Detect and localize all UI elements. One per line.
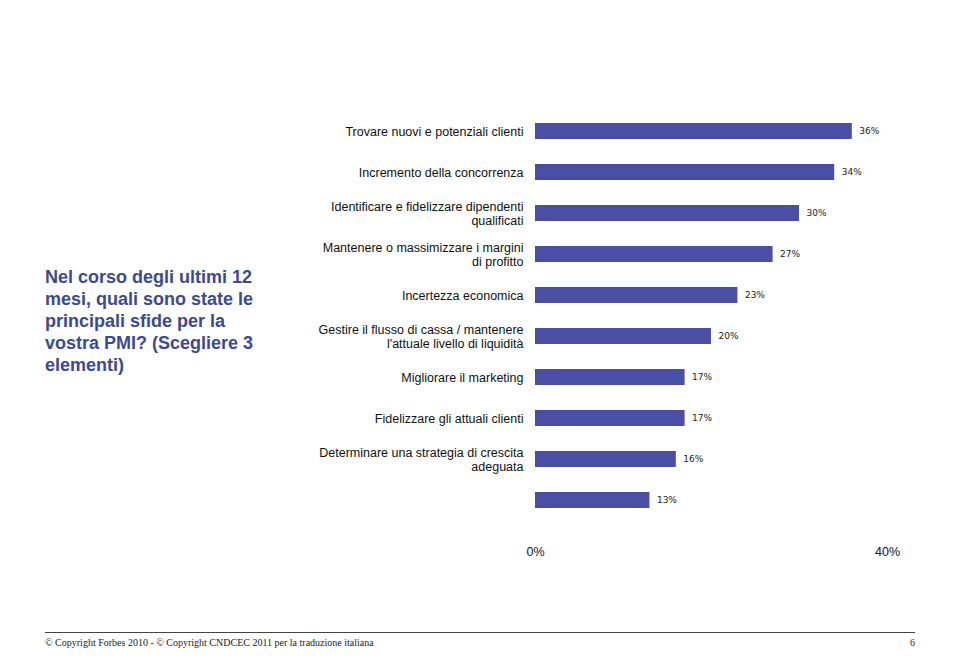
html-text:© Copyright Forbes 2010 - © Co: © Copyright Forbes 2010 - © Copyright CN…	[45, 637, 374, 648]
svg-text:0%: 0%	[526, 545, 544, 559]
svg-text:20%: 20%	[719, 331, 739, 341]
svg-text:36%: 36%	[859, 126, 879, 136]
svg-text:27%: 27%	[780, 249, 800, 259]
svg-text:Trovare nuovi e potenziali cli: Trovare nuovi e potenziali clienti	[345, 125, 523, 139]
html-text:6: 6	[910, 637, 915, 648]
svg-text:16%: 16%	[683, 454, 703, 464]
svg-text:Fidelizzare gli attuali client: Fidelizzare gli attuali clienti	[375, 412, 524, 426]
svg-text:17%: 17%	[692, 372, 712, 382]
html-text:Nel corso degli ultimi 12 mesi: Nel corso degli ultimi 12 mesi, quali so…	[45, 267, 254, 375]
svg-text:Identificare e fidelizzare dip: Identificare e fidelizzare dipendentiqua…	[331, 200, 523, 228]
svg-text:Gestire il flusso di cassa / m: Gestire il flusso di cassa / mantenerel'…	[319, 323, 524, 351]
svg-text:40%: 40%	[875, 545, 900, 559]
svg-text:13%: 13%	[657, 495, 677, 505]
svg-text:Incertezza economica: Incertezza economica	[402, 289, 524, 303]
svg-text:Incremento della concorrenza: Incremento della concorrenza	[359, 166, 524, 180]
svg-text:23%: 23%	[745, 290, 765, 300]
svg-text:17%: 17%	[692, 413, 712, 423]
svg-text:34%: 34%	[842, 167, 862, 177]
svg-text:Determinare una strategia di c: Determinare una strategia di crescitaade…	[319, 446, 523, 474]
svg-text:Mantenere o massimizzare i mar: Mantenere o massimizzare i marginidi pro…	[323, 241, 524, 269]
svg-text:Migliorare il marketing: Migliorare il marketing	[401, 371, 523, 385]
svg-text:30%: 30%	[807, 208, 827, 218]
